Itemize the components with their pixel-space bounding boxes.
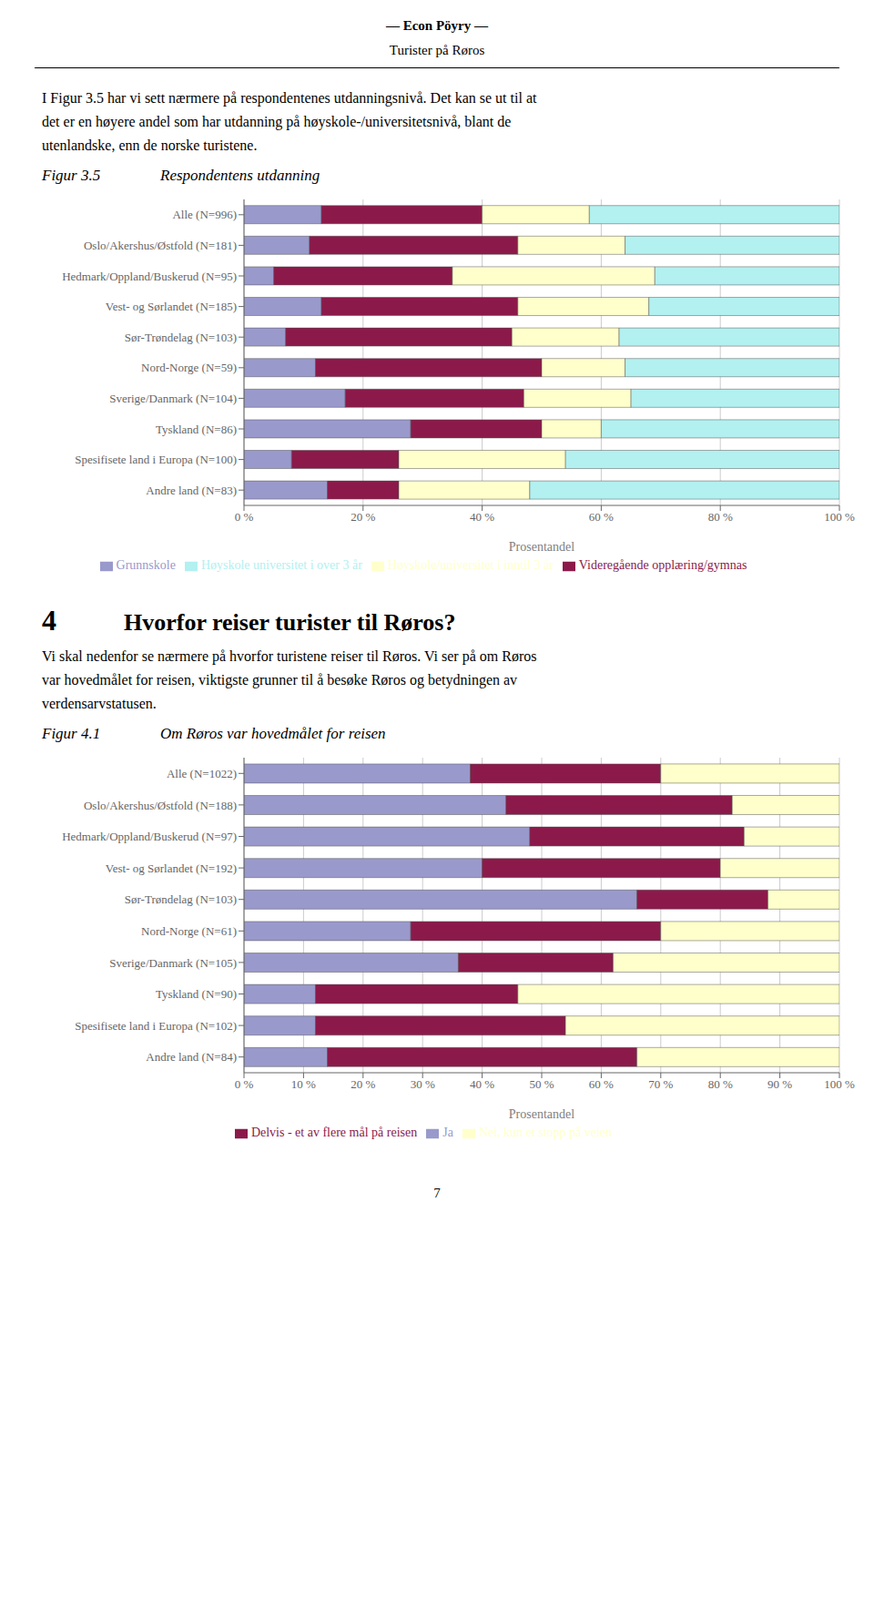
svg-text:90 %: 90 % <box>767 1077 793 1091</box>
html-text:var hovedmålet for reisen, vik: var hovedmålet for reisen, viktigste gru… <box>41 671 518 688</box>
svg-text:0 %: 0 % <box>234 1077 255 1091</box>
html-text:Om Røros var hovedmålet for re: Om Røros var hovedmålet for reisen <box>160 724 386 742</box>
html-text:verdensarvstatusen.: verdensarvstatusen. <box>41 695 157 712</box>
html-text:Ja: Ja <box>442 1125 454 1139</box>
svg-text:Hedmark/Oppland/Buskerud (N=97: Hedmark/Oppland/Buskerud (N=97) <box>61 829 237 844</box>
svg-text:70 %: 70 % <box>648 1077 673 1091</box>
html-text:Figur 3.5: Figur 3.5 <box>41 166 101 184</box>
svg-text:Prosentandel: Prosentandel <box>508 539 575 554</box>
html-text:Respondentens utdanning: Respondentens utdanning <box>160 166 320 184</box>
html-text:Delvis - et av flere mål på re: Delvis - et av flere mål på reisen <box>251 1125 418 1139</box>
svg-text:Sør-Trøndelag (N=103): Sør-Trøndelag (N=103) <box>124 330 237 345</box>
html-text:— Econ Pöyry —: — Econ Pöyry — <box>386 18 488 33</box>
svg-text:Nord-Norge (N=59): Nord-Norge (N=59) <box>141 360 237 375</box>
html-text:4: 4 <box>41 603 57 637</box>
svg-text:100 %: 100 % <box>823 509 855 524</box>
svg-text:Vest- og Sørlandet (N=192): Vest- og Sørlandet (N=192) <box>105 861 237 875</box>
svg-text:20 %: 20 % <box>350 509 376 524</box>
svg-text:80 %: 80 % <box>708 1077 733 1091</box>
html-text:Høyskole/universitet i inntil: Høyskole/universitet i inntil 3 år <box>387 558 554 572</box>
svg-text:Andre land (N=84): Andre land (N=84) <box>145 1049 237 1064</box>
svg-text:Spesifisete land i Europa (N=1: Spesifisete land i Europa (N=100) <box>74 452 237 467</box>
svg-text:Spesifisete land i Europa (N=1: Spesifisete land i Europa (N=102) <box>74 1018 237 1033</box>
html-text:I Figur 3.5 har vi sett nærmer: I Figur 3.5 har vi sett nærmere på respo… <box>41 90 537 106</box>
html-text:Hvorfor reiser turister til Rø: Hvorfor reiser turister til Røros? <box>123 609 456 636</box>
svg-text:40 %: 40 % <box>469 509 495 524</box>
svg-text:Tyskland (N=90): Tyskland (N=90) <box>155 986 237 1001</box>
svg-text:50 %: 50 % <box>528 1077 554 1091</box>
svg-text:Sør-Trøndelag (N=103): Sør-Trøndelag (N=103) <box>124 892 237 906</box>
svg-text:Prosentandel: Prosentandel <box>508 1107 575 1121</box>
svg-text:100 %: 100 % <box>823 1077 855 1091</box>
html-text:Vi skal nedenfor se nærmere på: Vi skal nedenfor se nærmere på hvorfor t… <box>41 648 537 664</box>
svg-text:Alle (N=996): Alle (N=996) <box>172 207 237 222</box>
svg-text:80 %: 80 % <box>708 509 733 524</box>
svg-text:Sverige/Danmark (N=105): Sverige/Danmark (N=105) <box>109 955 237 970</box>
svg-text:60 %: 60 % <box>589 1077 614 1091</box>
html-text:Turister på Røros: Turister på Røros <box>389 42 485 58</box>
html-text:det er en høyere andel som har: det er en høyere andel som har utdanning… <box>41 113 512 130</box>
svg-text:Oslo/Akershus/Østfold (N=181): Oslo/Akershus/Østfold (N=181) <box>83 238 237 253</box>
svg-text:Hedmark/Oppland/Buskerud (N=95: Hedmark/Oppland/Buskerud (N=95) <box>61 269 237 284</box>
svg-text:0 %: 0 % <box>234 509 255 524</box>
html-text:Høyskole universitet i over 3: Høyskole universitet i over 3 år <box>201 558 363 572</box>
html-text:Grunnskole: Grunnskole <box>116 558 176 572</box>
svg-text:Oslo/Akershus/Østfold (N=188): Oslo/Akershus/Østfold (N=188) <box>83 798 237 813</box>
svg-text:Alle (N=1022): Alle (N=1022) <box>166 766 237 781</box>
html-text:Figur 4.1: Figur 4.1 <box>41 724 101 742</box>
svg-text:60 %: 60 % <box>589 509 614 524</box>
svg-text:40 %: 40 % <box>469 1077 495 1091</box>
html-text:Nei, kun et stopp på veien: Nei, kun et stopp på veien <box>478 1125 612 1139</box>
svg-text:Sverige/Danmark (N=104): Sverige/Danmark (N=104) <box>109 391 237 406</box>
html-text:Videregående opplæring/gymnas: Videregående opplæring/gymnas <box>578 558 747 572</box>
html-text:utenlandske, enn de norske tur: utenlandske, enn de norske turistene. <box>41 137 258 153</box>
svg-text:20 %: 20 % <box>350 1077 376 1091</box>
svg-text:Nord-Norge (N=61): Nord-Norge (N=61) <box>141 924 237 938</box>
svg-text:Tyskland (N=86): Tyskland (N=86) <box>155 422 237 437</box>
html-text:7: 7 <box>433 1185 441 1200</box>
svg-text:30 %: 30 % <box>410 1077 436 1091</box>
svg-text:Vest- og Sørlandet (N=185): Vest- og Sørlandet (N=185) <box>105 299 237 314</box>
svg-text:Andre land (N=83): Andre land (N=83) <box>145 483 237 498</box>
svg-text:10 %: 10 % <box>291 1077 316 1091</box>
